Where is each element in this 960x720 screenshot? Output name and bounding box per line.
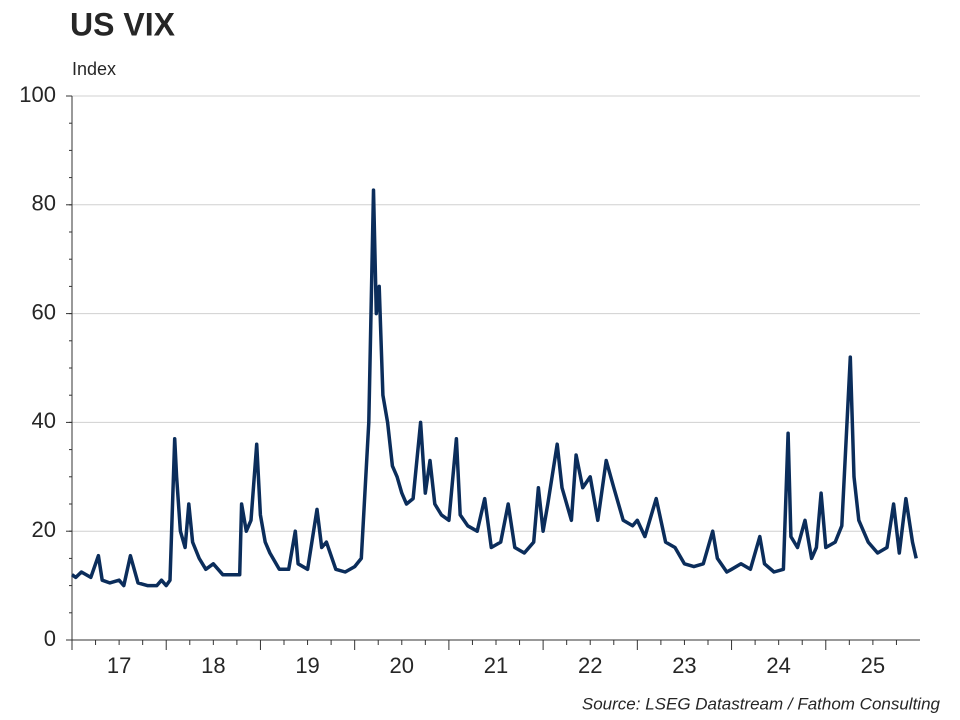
y-tick-label: 40 (32, 408, 56, 433)
y-tick-label: 80 (32, 191, 56, 216)
line (70, 188, 918, 588)
x-tick-label: 18 (201, 653, 225, 678)
x-tick-label: 17 (107, 653, 131, 678)
x-tick-label: 22 (578, 653, 602, 678)
x-tick-label: 20 (390, 653, 414, 678)
x-tick-label: 21 (484, 653, 508, 678)
y-tick-label: 100 (19, 82, 56, 107)
x-tick-label: 19 (295, 653, 319, 678)
y-tick-label: 0 (44, 626, 56, 651)
y-axis-label: Index (72, 59, 116, 79)
y-tick-label: 20 (32, 517, 56, 542)
y-tick-label: 60 (32, 299, 56, 324)
source: Source: LSEG Datastream / Fathom Consult… (582, 694, 941, 713)
x-tick-label: 25 (861, 653, 885, 678)
chart-title: US VIX (70, 6, 176, 42)
x-tick-label: 24 (766, 653, 790, 678)
x-tick-label: 23 (672, 653, 696, 678)
